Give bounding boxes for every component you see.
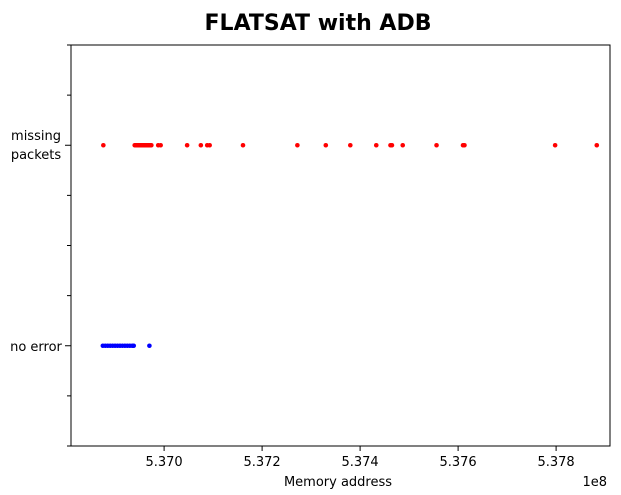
data-point — [184, 142, 190, 148]
data-point — [101, 142, 106, 148]
data-point — [400, 142, 406, 148]
y-axis: no error missing packets — [10, 44, 71, 447]
x-tick-label: 5.372 — [243, 455, 280, 470]
x-tick-label: 5.370 — [145, 455, 182, 470]
x-tick-label: 5.378 — [537, 455, 574, 470]
y-tick-label: missing — [11, 129, 61, 144]
data-point — [131, 343, 137, 349]
data-point — [552, 142, 558, 148]
data-point — [434, 142, 439, 148]
data-point — [240, 142, 246, 148]
y-tick-label: no error — [10, 340, 62, 355]
data-points — [100, 142, 600, 349]
data-point — [462, 142, 467, 148]
data-point — [147, 343, 152, 349]
data-point — [389, 142, 395, 148]
chart-title: FLATSAT with ADB — [205, 11, 432, 36]
data-point — [207, 142, 212, 148]
plot-area — [70, 44, 611, 447]
data-point — [158, 142, 163, 148]
data-point — [198, 142, 204, 148]
x-axis-offset-label: 1e8 — [582, 475, 607, 490]
x-axis: 5.370 5.372 5.374 5.376 5.378 — [145, 446, 575, 470]
data-point — [149, 142, 154, 148]
data-point — [348, 142, 353, 148]
data-point — [323, 142, 329, 148]
data-point — [295, 142, 300, 148]
y-tick-label: packets — [11, 148, 62, 163]
x-tick-label: 5.374 — [341, 455, 378, 470]
x-axis-label: Memory address — [284, 475, 392, 490]
x-tick-label: 5.376 — [439, 455, 476, 470]
data-point — [594, 142, 600, 148]
data-point — [373, 142, 379, 148]
